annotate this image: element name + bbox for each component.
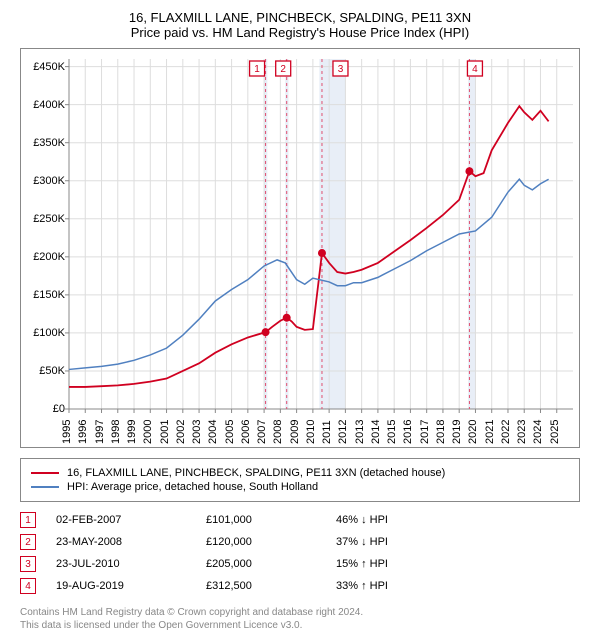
x-tick-label: 1996 <box>77 420 89 444</box>
y-tick-label: £350K <box>21 137 65 149</box>
x-tick-label: 2024 <box>532 420 544 444</box>
transaction-row: 2 23-MAY-2008£120,00037% ↓ HPI <box>20 534 580 550</box>
footer-line-1: Contains HM Land Registry data © Crown c… <box>20 606 580 619</box>
transaction-price: £101,000 <box>206 514 336 526</box>
x-tick-label: 2018 <box>435 420 447 444</box>
transaction-date: 19-AUG-2019 <box>56 580 206 592</box>
x-tick-label: 2006 <box>240 420 252 444</box>
y-tick-label: £250K <box>21 213 65 225</box>
transaction-marker: 1 <box>20 512 36 528</box>
transaction-marker: 2 <box>20 534 36 550</box>
footer-attribution: Contains HM Land Registry data © Crown c… <box>20 606 580 632</box>
svg-text:2: 2 <box>280 64 286 75</box>
x-tick-label: 2012 <box>337 420 349 444</box>
title-line-1: 16, FLAXMILL LANE, PINCHBECK, SPALDING, … <box>10 10 590 25</box>
transactions-table: 1 02-FEB-2007£101,00046% ↓ HPI 2 23-MAY-200… <box>20 512 580 594</box>
x-tick-label: 2008 <box>272 420 284 444</box>
footer-line-2: This data is licensed under the Open Gov… <box>20 619 580 632</box>
legend-swatch-hpi <box>31 486 59 488</box>
x-tick-label: 2017 <box>419 420 431 444</box>
title-line-2: Price paid vs. HM Land Registry's House … <box>10 25 590 40</box>
x-tick-label: 1995 <box>61 420 73 444</box>
x-tick-label: 2000 <box>142 420 154 444</box>
y-tick-label: £200K <box>21 251 65 263</box>
legend-swatch-property <box>31 472 59 474</box>
transaction-pct: 15% ↑ HPI <box>336 558 486 570</box>
x-tick-label: 2022 <box>500 420 512 444</box>
transaction-price: £312,500 <box>206 580 336 592</box>
chart-legend: 16, FLAXMILL LANE, PINCHBECK, SPALDING, … <box>20 458 580 502</box>
transaction-row: 3 23-JUL-2010£205,00015% ↑ HPI <box>20 556 580 572</box>
transaction-marker: 4 <box>20 578 36 594</box>
x-tick-label: 2021 <box>484 420 496 444</box>
x-tick-label: 2009 <box>289 420 301 444</box>
y-tick-label: £50K <box>21 365 65 377</box>
x-tick-label: 2010 <box>305 420 317 444</box>
x-tick-label: 2001 <box>159 420 171 444</box>
y-tick-label: £450K <box>21 61 65 73</box>
x-tick-label: 1998 <box>110 420 122 444</box>
transaction-row: 1 02-FEB-2007£101,00046% ↓ HPI <box>20 512 580 528</box>
chart-title-block: 16, FLAXMILL LANE, PINCHBECK, SPALDING, … <box>10 10 590 40</box>
x-tick-label: 2002 <box>175 420 187 444</box>
y-tick-label: £400K <box>21 99 65 111</box>
x-tick-label: 2023 <box>516 420 528 444</box>
transaction-date: 02-FEB-2007 <box>56 514 206 526</box>
transaction-price: £205,000 <box>206 558 336 570</box>
transaction-pct: 33% ↑ HPI <box>336 580 486 592</box>
svg-text:4: 4 <box>472 64 478 75</box>
y-tick-label: £100K <box>21 327 65 339</box>
x-tick-label: 2005 <box>224 420 236 444</box>
y-tick-label: £0 <box>21 403 65 415</box>
x-tick-label: 1997 <box>94 420 106 444</box>
x-tick-label: 2003 <box>191 420 203 444</box>
x-tick-label: 2014 <box>370 420 382 444</box>
transaction-price: £120,000 <box>206 536 336 548</box>
svg-text:1: 1 <box>254 64 260 75</box>
x-tick-label: 2025 <box>549 420 561 444</box>
svg-text:3: 3 <box>338 64 344 75</box>
x-tick-label: 2013 <box>354 420 366 444</box>
y-tick-label: £300K <box>21 175 65 187</box>
transaction-pct: 37% ↓ HPI <box>336 536 486 548</box>
x-tick-label: 2007 <box>256 420 268 444</box>
y-tick-label: £150K <box>21 289 65 301</box>
legend-label-hpi: HPI: Average price, detached house, Sout… <box>67 481 318 493</box>
transaction-pct: 46% ↓ HPI <box>336 514 486 526</box>
transaction-marker: 3 <box>20 556 36 572</box>
x-tick-label: 2019 <box>451 420 463 444</box>
x-tick-label: 2016 <box>402 420 414 444</box>
x-tick-label: 2004 <box>207 420 219 444</box>
x-tick-label: 1999 <box>126 420 138 444</box>
x-tick-label: 2015 <box>386 420 398 444</box>
transaction-date: 23-JUL-2010 <box>56 558 206 570</box>
legend-label-property: 16, FLAXMILL LANE, PINCHBECK, SPALDING, … <box>67 467 445 479</box>
price-chart: 1 2 3 4 £0 £50K £100K £150K £200K £250K £300K £350K… <box>20 48 580 448</box>
x-tick-label: 2020 <box>467 420 479 444</box>
x-tick-label: 2011 <box>321 420 333 444</box>
transaction-date: 23-MAY-2008 <box>56 536 206 548</box>
transaction-row: 4 19-AUG-2019£312,50033% ↑ HPI <box>20 578 580 594</box>
